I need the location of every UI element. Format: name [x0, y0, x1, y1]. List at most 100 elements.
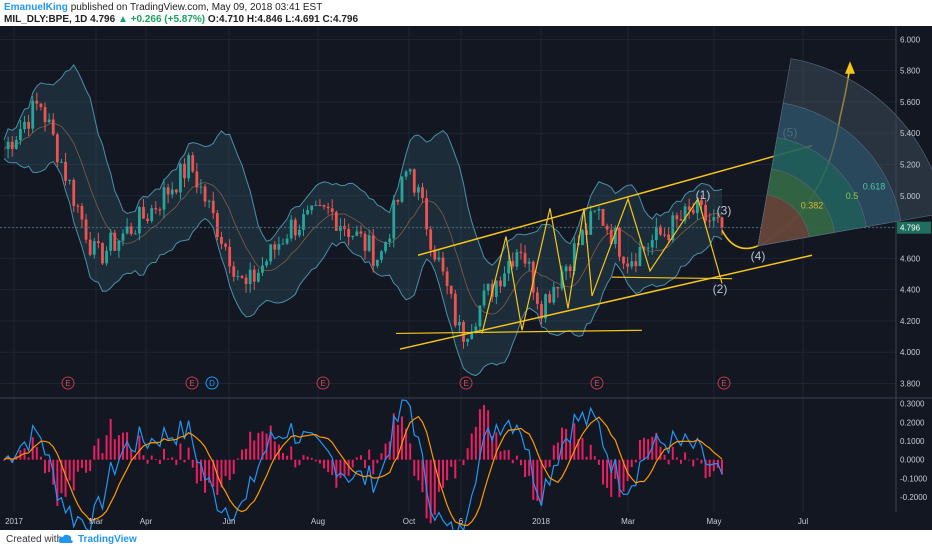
macd-histogram-bar	[696, 458, 699, 460]
candle-body	[667, 234, 671, 241]
macd-pane	[3, 399, 723, 541]
candle-body	[462, 322, 465, 342]
candle-body	[322, 205, 326, 207]
candle-body	[466, 339, 470, 342]
candle-body	[482, 290, 486, 306]
candle-body	[31, 100, 35, 129]
candle-body	[486, 283, 490, 291]
candle-body	[388, 238, 392, 243]
candle-body	[256, 272, 260, 282]
candle-body	[64, 161, 67, 181]
candle-body	[158, 209, 162, 211]
candle-body	[359, 231, 363, 234]
macd-histogram-bar	[351, 459, 354, 468]
macd-histogram-bar	[216, 459, 219, 496]
candle-body	[371, 235, 375, 266]
candle-body	[511, 261, 515, 267]
ohlc-low: L:4.691	[285, 14, 320, 25]
macd-histogram-bar	[565, 428, 568, 460]
candle-body	[220, 236, 223, 244]
macd-histogram-bar	[113, 439, 116, 460]
event-marker-label: D	[209, 379, 215, 388]
candle-body	[261, 265, 264, 273]
macd-histogram-bar	[146, 459, 149, 464]
candle-body	[663, 234, 666, 236]
macd-histogram-bar	[400, 416, 403, 460]
candle-body	[560, 271, 564, 289]
macd-histogram-bar	[667, 459, 670, 465]
event-marker	[316, 376, 330, 390]
macd-histogram-bar	[64, 459, 67, 497]
last-price-tag	[897, 221, 931, 234]
wave-label: (2)	[713, 282, 728, 296]
macd-histogram-bar	[499, 451, 502, 460]
macd-histogram-bar	[126, 432, 129, 460]
candle-body	[687, 206, 691, 210]
macd-histogram-bar	[721, 459, 723, 475]
tradingview-brand[interactable]: TradingView	[78, 534, 137, 545]
candle-body	[293, 219, 297, 236]
candle-body	[412, 169, 416, 193]
candle-body	[306, 210, 310, 215]
macd-histogram-bar	[48, 459, 51, 473]
macd-line	[3, 399, 723, 541]
candle-body	[540, 303, 543, 319]
candle-body	[507, 261, 511, 274]
macd-histogram-bar	[573, 423, 576, 460]
macd-histogram-bar	[339, 459, 342, 479]
candle-body	[289, 219, 293, 239]
macd-histogram-bar	[630, 459, 633, 468]
candle-body	[199, 186, 203, 188]
macd-histogram-bar	[380, 453, 383, 460]
macd-histogram-bar	[622, 459, 625, 492]
candle-body	[515, 251, 519, 267]
candle-body	[552, 286, 556, 303]
candle-body	[548, 294, 552, 303]
macd-histogram-bar	[433, 459, 436, 515]
macd-histogram-bar	[511, 459, 514, 464]
candle-body	[248, 269, 252, 285]
macd-histogram-bar	[331, 459, 334, 476]
candle-body	[691, 209, 695, 214]
candle-body	[704, 204, 707, 221]
event-marker	[590, 376, 604, 390]
event-marker-label: E	[594, 379, 599, 388]
price-tick-label: 5.600	[900, 98, 921, 107]
macd-histogram-bar	[199, 459, 202, 482]
author-link[interactable]: EmanuelKing	[4, 2, 68, 13]
candle-body	[195, 171, 199, 188]
macd-histogram-bar	[286, 455, 289, 460]
macd-histogram-bar	[261, 431, 264, 460]
candle-body	[683, 206, 687, 221]
candle-body	[408, 169, 412, 172]
macd-histogram-bar	[376, 459, 379, 464]
candle-body	[60, 161, 63, 163]
macd-histogram-bar	[355, 457, 358, 460]
candle-body	[232, 266, 236, 277]
macd-histogram-bar	[643, 437, 646, 460]
candle-body	[265, 261, 268, 266]
candle-body	[433, 249, 437, 260]
macd-histogram-bar	[708, 459, 711, 477]
candle-body	[146, 218, 149, 222]
candle-body	[720, 217, 724, 228]
candle-body	[675, 215, 679, 220]
macd-histogram-bar	[405, 428, 408, 460]
candle-body	[421, 187, 424, 198]
up-triangle-icon: ▲	[117, 14, 128, 25]
candle-body	[84, 219, 88, 240]
candle-body	[14, 140, 18, 150]
candle-body	[117, 240, 121, 251]
candle-body	[458, 322, 461, 326]
candle-body	[310, 205, 314, 211]
candle-body	[527, 261, 531, 264]
macd-histogram-bar	[3, 459, 5, 461]
candle-body	[43, 107, 47, 123]
candle-body	[470, 331, 474, 340]
macd-histogram-bar	[19, 450, 22, 460]
candle-body	[695, 200, 699, 214]
macd-tick-label: 0.3000	[900, 400, 925, 409]
candle-body	[601, 208, 605, 226]
